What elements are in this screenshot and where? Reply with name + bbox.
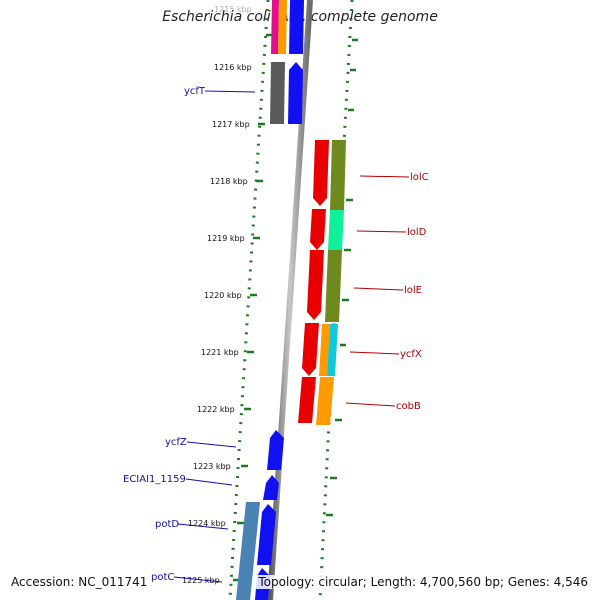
kbp-tick-label: 1224 kbp [188, 519, 226, 528]
right-gene-labels: lolC lolD lolE ycfX cobB [345, 172, 429, 412]
gene-feature-lolE-red[interactable] [307, 250, 324, 320]
gene-feature-potD-blue[interactable] [257, 504, 276, 565]
leader-line [173, 576, 223, 583]
leader-line [359, 175, 410, 178]
gene-label-ECIAI1_1159[interactable]: ECIAI1_1159 [123, 474, 186, 485]
gene-feature-lolD-teal[interactable] [328, 210, 344, 250]
gene-feature-orange-small[interactable] [278, 0, 287, 54]
gene-label-lolE[interactable]: lolE [404, 285, 422, 296]
gene-label-cobB[interactable]: cobB [396, 401, 421, 412]
kbp-tick-label: 1218 kbp [210, 177, 248, 186]
kbp-tick-label: 1220 kbp [204, 291, 242, 300]
left-strand-features[interactable] [236, 0, 304, 600]
gene-label-ycfT[interactable]: ycfT [184, 86, 206, 97]
leader-line [204, 90, 256, 93]
left-gene-labels: ycfT ycfZ ECIAI1_1159 potD potC [123, 86, 256, 583]
gene-feature-ycfX-red[interactable] [302, 323, 319, 376]
gene-feature-cobB-orange[interactable] [316, 377, 334, 425]
gene-label-ycfX[interactable]: ycfX [400, 349, 422, 360]
kbp-tick-label: 1221 kbp [201, 348, 239, 357]
kbp-tick-label: 1219 kbp [207, 234, 245, 243]
accession-text: Accession: NC_011741 [9, 575, 150, 589]
gene-label-potC[interactable]: potC [151, 572, 174, 583]
gene-feature-ECIAI1_1159-blue[interactable] [263, 475, 279, 500]
leader-line [185, 478, 233, 486]
kbp-tick-label: 1222 kbp [197, 405, 235, 414]
gene-feature-blue-top[interactable] [289, 0, 304, 54]
leader-line [349, 351, 400, 355]
gene-feature-magenta[interactable] [271, 0, 279, 54]
gene-feature-ycfX-orange[interactable] [319, 324, 330, 376]
gene-feature-lolD-red[interactable] [310, 209, 326, 250]
genome-summary-text: Topology: circular; Length: 4,700,560 bp… [256, 575, 590, 589]
gene-label-lolD[interactable]: lolD [407, 227, 427, 238]
gene-label-lolC[interactable]: lolC [410, 172, 429, 183]
gene-feature-ycfT-gray[interactable] [270, 62, 285, 124]
gene-feature-ycfZ-blue[interactable] [267, 430, 284, 470]
gc-content-track [228, 0, 358, 600]
leader-line [186, 441, 237, 448]
gene-feature-cobB-red[interactable] [298, 377, 316, 423]
kbp-tick-label: 1223 kbp [193, 462, 231, 471]
gene-feature-blue-2[interactable] [288, 62, 303, 124]
kbp-tick-label: 1217 kbp [212, 120, 250, 129]
gene-feature-potD-steel[interactable] [236, 502, 260, 600]
leader-line [356, 230, 407, 233]
leader-line [353, 287, 404, 291]
gene-feature-lolC-red[interactable] [313, 140, 329, 206]
gc-dashes [233, 33, 358, 582]
leader-line [177, 523, 229, 530]
gene-feature-lolE-olive[interactable] [325, 250, 342, 322]
kbp-tick-label: 1215 kbp [214, 5, 252, 14]
gene-feature-lolC-olive[interactable] [330, 140, 346, 210]
kbp-scale: 1215 kbp 1216 kbp 1217 kbp 1218 kbp 1219… [182, 5, 252, 585]
kbp-tick-label: 1216 kbp [214, 63, 252, 72]
gene-label-potD[interactable]: potD [155, 519, 179, 530]
kbp-tick-label: 1225 kbp [182, 576, 220, 585]
right-strand-features[interactable] [298, 140, 346, 425]
leader-line [345, 402, 396, 407]
gene-feature-ycfX-cyan[interactable] [327, 324, 338, 376]
gene-label-ycfZ[interactable]: ycfZ [165, 437, 187, 448]
